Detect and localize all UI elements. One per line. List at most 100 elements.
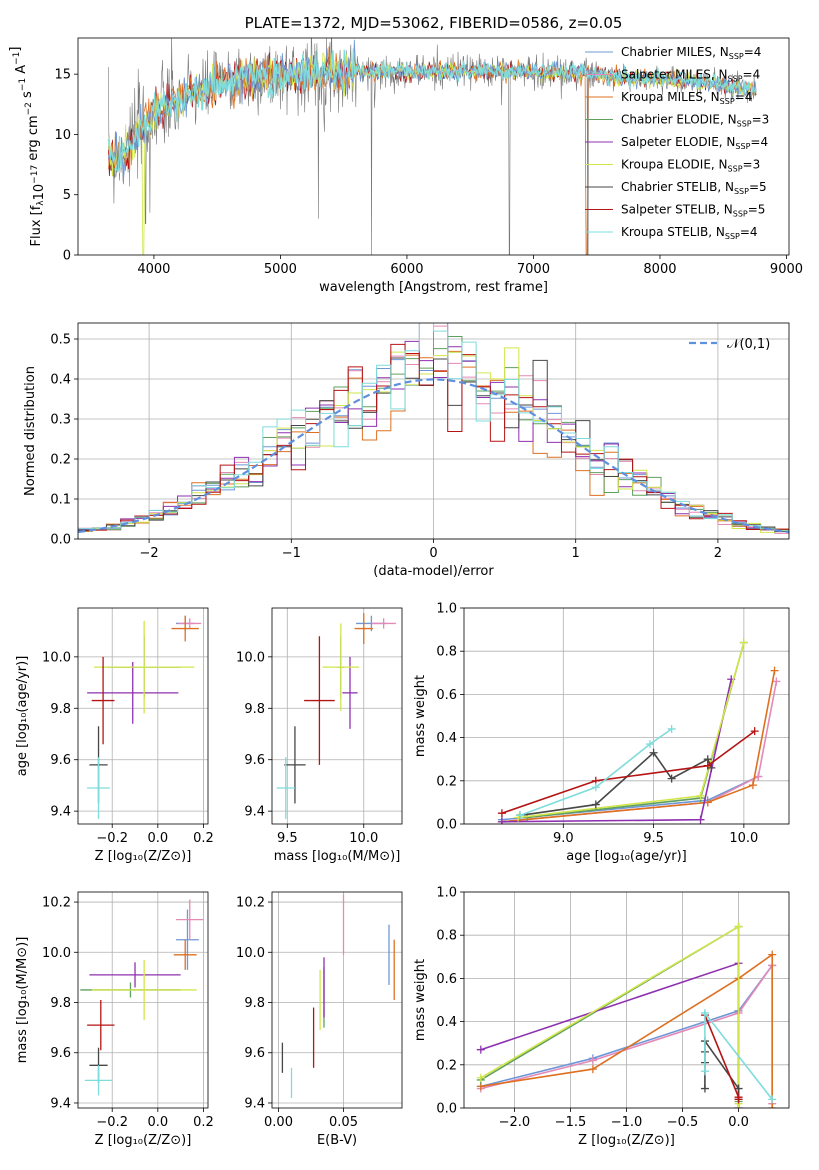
x-axis-label: Z [log₁₀(Z/Z⊙)]: [95, 849, 192, 864]
y-axis-label: mass weight: [413, 675, 428, 757]
y-tick-label: 0.4: [50, 373, 71, 388]
weight-marker-kroupa_elodie: [696, 791, 705, 800]
y-tick-label: 0.6: [436, 972, 457, 987]
y-axis-label-part: erg cm: [26, 115, 41, 164]
legend-tail: =4: [750, 135, 768, 149]
weight-marker-kroupa_stelib: [645, 740, 654, 749]
y-tick-label: 10.0: [236, 650, 265, 665]
y-tick-label: 0.2: [436, 774, 457, 789]
plot-area-weight-vs-z: [476, 922, 777, 1108]
weight-marker-kroupa_stelib: [515, 811, 524, 820]
y-axis-label-part: −17: [30, 165, 40, 184]
axes-frame: [77, 891, 209, 1109]
legend-text: Chabrier STELIB, N: [621, 180, 734, 194]
x-tick-label: 9.0: [553, 831, 574, 846]
legend-tail: =3: [743, 158, 761, 172]
x-tick-label: 0.0: [147, 831, 168, 846]
x-tick-label: 0.2: [193, 1115, 214, 1130]
y-axis-label-part: s: [20, 91, 35, 102]
legend-text: Kroupa ELODIE, N: [621, 158, 728, 172]
x-tick-label: 7000: [517, 262, 550, 277]
y-tick-label: 0.2: [50, 453, 71, 468]
y-tick-label: 0.0: [436, 818, 457, 833]
y-tick-label: 0: [63, 249, 71, 264]
weight-marker-chabrier_stelib: [700, 1084, 709, 1093]
y-axis-label-part: λ: [36, 200, 46, 206]
weight-line-salpeter_elodie: [501, 679, 732, 823]
weight-marker-kroupa_miles: [768, 950, 777, 959]
panel-age-vs-mass: 9.5 10.0 9.4 9.6 9.8 10.0 mass [log₁₀(M/M⊙)]: [236, 607, 403, 864]
weight-marker-chabrier_stelib: [649, 748, 658, 757]
legend-text: Chabrier MILES, N: [621, 45, 729, 59]
weight-marker-kroupa_miles: [768, 1104, 777, 1108]
legend-tail: =4: [743, 68, 761, 82]
y-tick-label: 9.8: [50, 702, 71, 717]
weight-marker-salpeter_stelib: [750, 727, 759, 736]
weight-marker-salpeter_miles: [754, 772, 763, 781]
weight-marker-salpeter_elodie: [497, 817, 506, 824]
y-tick-label: 0.2: [436, 1058, 457, 1073]
legend-entry: Salpeter MILES, NSSP=4: [621, 68, 760, 84]
x-tick-label: 10.0: [349, 831, 378, 846]
y-tick-label: 0.1: [50, 493, 71, 508]
y-axis-label-part: 10: [32, 184, 47, 201]
panel-weight-vs-z: −2.0 −1.5 −1.0 −0.5 0.0 0.0 0.2 0.4 0.6 0.8 1.0 Z […: [413, 886, 790, 1148]
x-tick-label: −0.2: [96, 1115, 128, 1130]
weight-marker-salpeter_elodie: [476, 1045, 485, 1054]
y-axis-label: mass weight: [413, 959, 428, 1041]
y-axis-label: mass [log₁₀(M/M⊙)]: [15, 937, 30, 1064]
x-tick-label: 5000: [264, 262, 297, 277]
x-tick-label: 0.0: [147, 1115, 168, 1130]
legend-sub: SSP: [720, 97, 735, 106]
y-tick-label: 0.0: [436, 1102, 457, 1117]
legend-entry: Kroupa STELIB, NSSP=4: [621, 225, 758, 241]
weight-marker-kroupa_elodie: [739, 638, 748, 647]
x-tick-label: 0.05: [329, 1115, 358, 1130]
weight-marker-kroupa_elodie: [476, 1073, 485, 1082]
y-tick-label: 9.6: [244, 1046, 265, 1061]
x-tick-label: 6000: [390, 262, 423, 277]
axes-frame: [463, 891, 790, 1109]
y-tick-label: 9.6: [244, 753, 265, 768]
legend-sub: SSP: [737, 120, 752, 129]
legend-entry: Chabrier STELIB, NSSP=5: [621, 180, 767, 196]
x-axis-label: (data-model)/error: [373, 564, 494, 579]
x-tick-label: −1.0: [611, 1115, 643, 1130]
plot-area-weight-vs-age: [497, 638, 781, 824]
x-tick-label: 0.00: [264, 1115, 293, 1130]
legend-entry: Kroupa MILES, NSSP=4: [621, 90, 752, 106]
y-tick-label: 0.3: [50, 413, 71, 428]
legend-text: Salpeter MILES, N: [621, 68, 728, 82]
chart-title: PLATE=1372, MJD=53062, FIBERID=0586, z=0…: [245, 14, 623, 32]
x-tick-label: −1: [282, 546, 301, 561]
y-tick-label: 10.0: [42, 946, 71, 961]
y-tick-label: 0.8: [436, 929, 457, 944]
weight-marker-kroupa_miles: [748, 781, 757, 790]
x-tick-label: 0: [429, 546, 437, 561]
y-axis-label: Flux [fλ10−17 erg cm−2 s−1 A−1]: [8, 47, 47, 247]
x-tick-label: 0.0: [728, 1115, 749, 1130]
model-spectrum-line: [107, 48, 757, 172]
weight-marker-kroupa_stelib: [700, 1008, 709, 1017]
weight-line-kroupa_miles: [501, 670, 776, 823]
legend-text: Salpeter ELODIE, N: [621, 135, 735, 149]
x-tick-label: 2: [714, 546, 722, 561]
weight-marker-chabrier_stelib: [667, 774, 676, 783]
y-tick-label: 0.5: [50, 333, 71, 348]
weight-marker-kroupa_stelib: [667, 724, 676, 733]
legend-tail: =3: [752, 113, 770, 127]
y-tick-label: 0.6: [436, 688, 457, 703]
legend-text: Kroupa STELIB, N: [621, 225, 725, 239]
legend-tail: =4: [735, 90, 753, 104]
legend-tail: =4: [744, 45, 762, 59]
legend-text: Kroupa MILES, N: [621, 90, 720, 104]
y-axis-label-part: A: [14, 65, 29, 78]
weight-line-chabrier_elodie: [527, 642, 745, 819]
x-axis-label: wavelength [Angstrom, rest frame]: [319, 280, 548, 295]
weight-marker-salpeter_stelib: [734, 1095, 743, 1104]
plot-area-residuals: [78, 323, 789, 539]
plot-area-age-vs-z: [87, 615, 202, 819]
weight-line-salpeter_miles: [501, 681, 778, 823]
y-axis-label: age [log₁₀(age/yr)]: [15, 656, 30, 777]
